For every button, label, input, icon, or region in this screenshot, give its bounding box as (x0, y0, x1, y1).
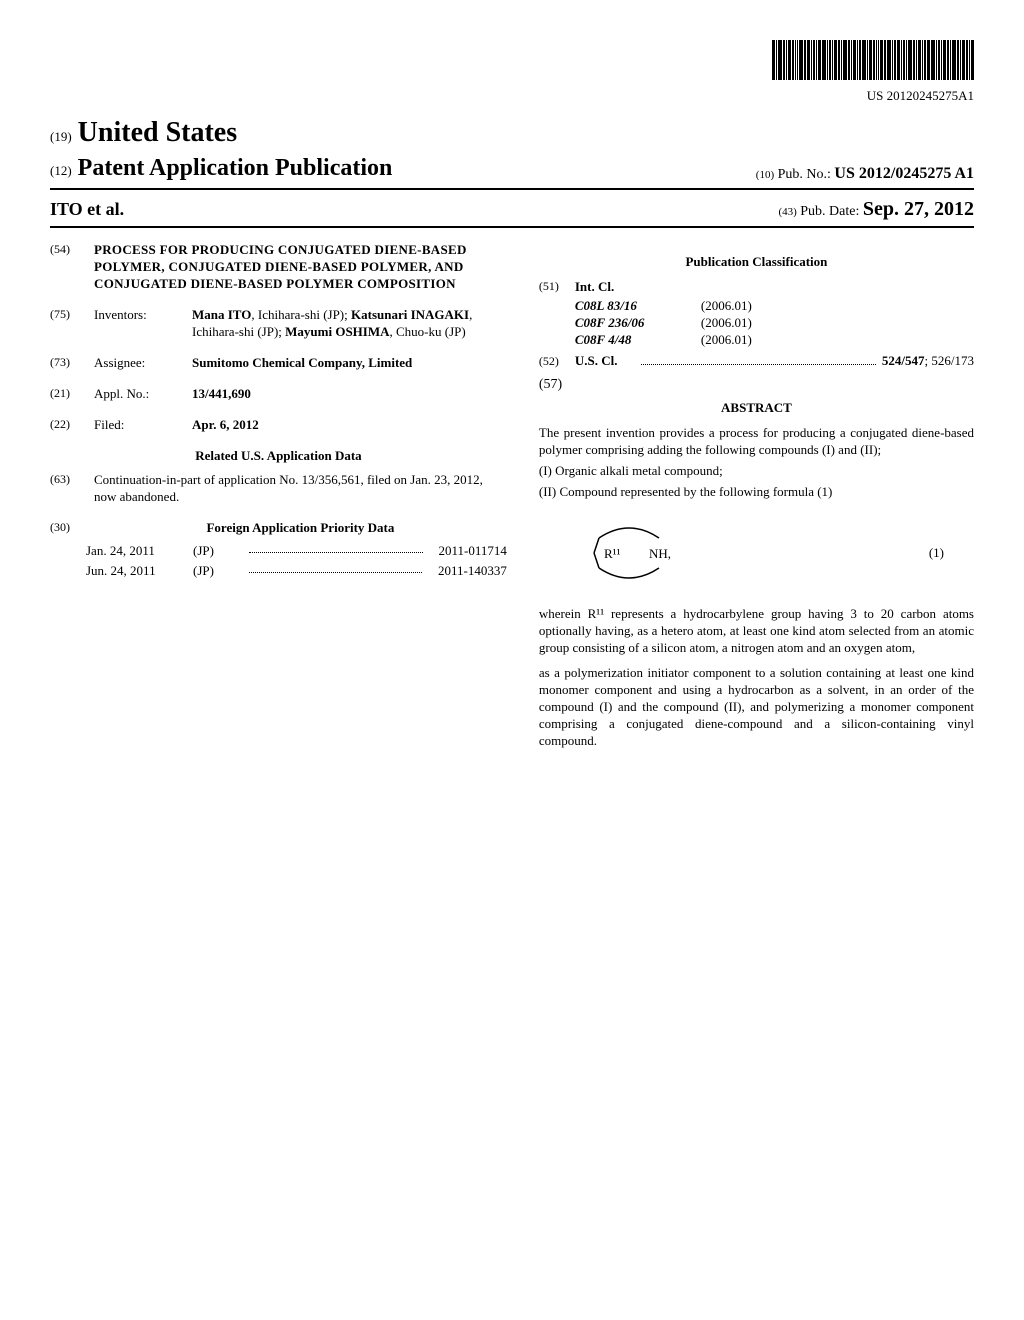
pub-no-label: Pub. No.: (778, 167, 831, 182)
ipc-row: C08F 236/06 (2006.01) (575, 315, 974, 332)
priority-date: Jan. 24, 2011 (86, 543, 181, 560)
fpr-head: Foreign Application Priority Data (94, 520, 507, 537)
priority-cc: (JP) (193, 563, 233, 580)
ipc-ver: (2006.01) (701, 332, 752, 349)
abstract-p2: (I) Organic alkali metal compound; (539, 463, 974, 480)
priority-num: 2011-140337 (438, 563, 507, 580)
assignee-value: Sumitomo Chemical Company, Limited (192, 355, 507, 372)
filed-value: Apr. 6, 2012 (192, 417, 507, 434)
pub-no-value: US 2012/0245275 A1 (834, 165, 974, 182)
barcode-row (50, 40, 974, 80)
abstract-p3: (II) Compound represented by the followi… (539, 484, 974, 501)
where-p1: wherein R¹¹ represents a hydrocarbylene … (539, 606, 974, 657)
priority-row: Jun. 24, 2011 (JP) 2011-140337 (86, 563, 507, 580)
priority-table: Jan. 24, 2011 (JP) 2011-011714 Jun. 24, … (86, 543, 507, 580)
pap-title: Patent Application Publication (78, 153, 393, 184)
related-head: Related U.S. Application Data (50, 448, 507, 465)
formula-r-label: R¹¹ (604, 546, 621, 561)
priority-cc: (JP) (193, 543, 233, 560)
continuation-field: (63) Continuation-in-part of application… (50, 472, 507, 506)
pub-date-label: Pub. Date: (800, 204, 859, 219)
assignee-field: (73) Assignee: Sumitomo Chemical Company… (50, 355, 507, 372)
inventors-field: (75) Inventors: Mana ITO, Ichihara-shi (… (50, 307, 507, 341)
where-p2: as a polymerization initiator component … (539, 665, 974, 749)
chemical-formula-icon: R¹¹ NH, (579, 518, 699, 588)
title-code: (54) (50, 242, 86, 293)
formula-num: (1) (929, 545, 944, 562)
us-prefix: (19) (50, 129, 72, 146)
pub-date-value: Sep. 27, 2012 (863, 198, 974, 220)
assignee-label: Assignee: (94, 355, 184, 372)
priority-date: Jun. 24, 2011 (86, 563, 181, 580)
dots (249, 543, 423, 553)
left-column: (54) PROCESS FOR PRODUCING CONJUGATED DI… (50, 242, 507, 749)
pub-no-prefix: (10) (756, 169, 774, 181)
priority-row: Jan. 24, 2011 (JP) 2011-011714 (86, 543, 507, 560)
us-title: United States (78, 115, 237, 151)
ipc-code: C08F 4/48 (575, 332, 685, 349)
filed-label: Filed: (94, 417, 184, 434)
priority-num: 2011-011714 (439, 543, 507, 560)
inventors-code: (75) (50, 307, 86, 341)
inventors-value: Mana ITO, Ichihara-shi (JP); Katsunari I… (192, 307, 507, 341)
continuation-code: (63) (50, 472, 86, 506)
authors: ITO et al. (50, 198, 124, 221)
uscl-label: U.S. Cl. (575, 353, 635, 370)
ipc-ver: (2006.01) (701, 315, 752, 332)
inventors-label: Inventors: (94, 307, 184, 341)
abstract-code: (57) (539, 376, 974, 394)
pub-id-short: US 20120245275A1 (50, 88, 974, 105)
header-block: (19) United States (12) Patent Applicati… (50, 115, 974, 191)
invention-title-field: (54) PROCESS FOR PRODUCING CONJUGATED DI… (50, 242, 507, 293)
abstract-body: The present invention provides a process… (539, 425, 974, 501)
formula-nh-label: NH, (649, 546, 671, 561)
intcl-code: (51) (539, 279, 575, 296)
appl-code: (21) (50, 386, 86, 403)
body-columns: (54) PROCESS FOR PRODUCING CONJUGATED DI… (50, 242, 974, 749)
fpr-code: (30) (50, 520, 86, 537)
uscl-code: (52) (539, 354, 575, 370)
classification-block: (51) Int. Cl. C08L 83/16 (2006.01) C08F … (539, 279, 974, 369)
authors-row: ITO et al. (43) Pub. Date: Sep. 27, 2012 (50, 196, 974, 228)
uscl-value: 524/547; 526/173 (882, 353, 974, 370)
formula-block: R¹¹ NH, (1) (579, 518, 974, 588)
pc-head: Publication Classification (539, 254, 974, 271)
filed-code: (22) (50, 417, 86, 434)
dots (249, 563, 422, 573)
abstract-head: ABSTRACT (539, 400, 974, 417)
right-column: Publication Classification (51) Int. Cl.… (539, 242, 974, 749)
appl-no-field: (21) Appl. No.: 13/441,690 (50, 386, 507, 403)
pub-date-prefix: (43) (778, 206, 796, 218)
intcl-label: Int. Cl. (575, 279, 635, 296)
barcode (772, 40, 974, 80)
pap-prefix: (12) (50, 163, 72, 180)
ipc-row: C08L 83/16 (2006.01) (575, 298, 974, 315)
appl-label: Appl. No.: (94, 386, 184, 403)
ipc-code: C08L 83/16 (575, 298, 685, 315)
fpr-field: (30) Foreign Application Priority Data (50, 520, 507, 537)
dots (641, 356, 876, 365)
assignee-code: (73) (50, 355, 86, 372)
ipc-code: C08F 236/06 (575, 315, 685, 332)
ipc-ver: (2006.01) (701, 298, 752, 315)
invention-title: PROCESS FOR PRODUCING CONJUGATED DIENE-B… (94, 242, 507, 293)
continuation-text: Continuation-in-part of application No. … (94, 472, 507, 506)
ipc-list: C08L 83/16 (2006.01) C08F 236/06 (2006.0… (575, 298, 974, 349)
abstract-p1: The present invention provides a process… (539, 425, 974, 459)
ipc-row: C08F 4/48 (2006.01) (575, 332, 974, 349)
filed-field: (22) Filed: Apr. 6, 2012 (50, 417, 507, 434)
appl-value: 13/441,690 (192, 386, 507, 403)
